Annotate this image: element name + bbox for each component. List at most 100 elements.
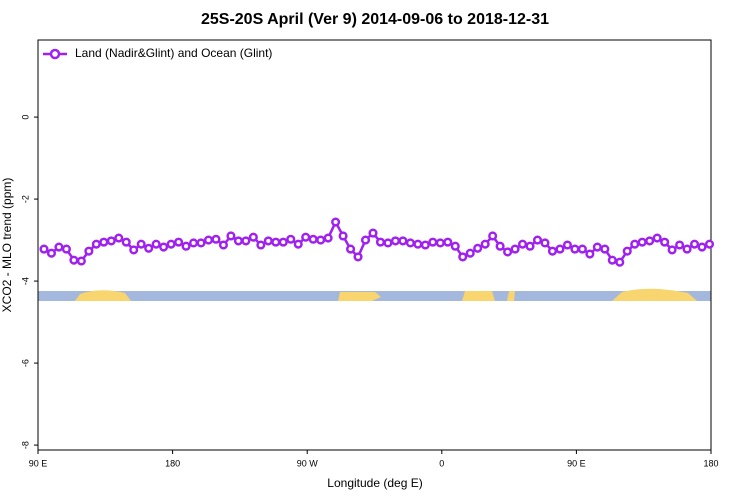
data-point xyxy=(136,239,146,249)
data-point xyxy=(360,235,371,245)
y-tick-label: -8 xyxy=(20,441,30,449)
data-point xyxy=(248,232,258,242)
data-point xyxy=(54,242,64,252)
data-point xyxy=(503,247,513,257)
data-point xyxy=(443,237,453,247)
data-point xyxy=(420,240,430,250)
data-point xyxy=(271,237,281,247)
data-point xyxy=(398,236,408,246)
data-point xyxy=(203,235,214,245)
data-point xyxy=(630,239,640,249)
data-point xyxy=(592,242,602,252)
data-point xyxy=(46,248,57,258)
data-point xyxy=(682,244,692,254)
data-point xyxy=(660,237,670,247)
data-point xyxy=(84,246,94,256)
data-point xyxy=(99,237,109,247)
x-tick-label: 180 xyxy=(703,458,718,468)
data-point xyxy=(375,237,386,247)
data-point xyxy=(353,252,363,262)
data-point xyxy=(532,235,543,245)
data-point xyxy=(181,241,191,251)
data-point xyxy=(704,239,715,249)
data-point xyxy=(331,217,341,227)
legend-label: Land (Nadir&Glint) and Ocean (Glint) xyxy=(75,46,272,60)
land-segment xyxy=(338,292,381,301)
data-point xyxy=(129,245,139,255)
data-point xyxy=(562,240,572,250)
data-point xyxy=(689,239,700,249)
data-point xyxy=(278,237,288,247)
x-tick-label: 0 xyxy=(439,458,444,468)
legend-marker xyxy=(49,48,61,60)
data-point xyxy=(91,239,101,249)
data-point xyxy=(697,242,707,252)
data-point xyxy=(495,241,505,251)
data-point xyxy=(637,237,647,247)
data-point xyxy=(233,236,243,246)
data-point xyxy=(600,244,610,254)
data-point xyxy=(450,241,460,251)
data-point xyxy=(256,240,266,250)
data-point xyxy=(308,234,318,244)
data-point xyxy=(458,252,468,262)
data-point xyxy=(488,231,498,241)
x-axis-label: Longitude (deg E) xyxy=(327,476,422,490)
y-tick-label: -2 xyxy=(20,195,30,203)
data-point xyxy=(301,232,311,242)
data-point xyxy=(114,233,124,243)
data-point xyxy=(69,255,79,265)
x-tick-label: 90 E xyxy=(29,458,48,468)
land-segment xyxy=(75,290,131,301)
land-ocean-strip xyxy=(38,288,711,301)
data-point xyxy=(667,245,677,255)
data-point xyxy=(645,236,655,246)
data-point xyxy=(525,241,535,251)
data-point xyxy=(368,228,378,238)
chart-title: 25S-20S April (Ver 9) 2014-09-06 to 2018… xyxy=(201,11,549,28)
data-point xyxy=(405,238,415,248)
data-point xyxy=(413,239,423,249)
x-tick-label: 90 E xyxy=(567,458,586,468)
land-segment xyxy=(507,291,515,301)
data-point xyxy=(518,239,528,249)
data-point xyxy=(607,255,617,265)
data-point xyxy=(226,231,236,241)
data-point xyxy=(480,239,490,249)
data-point xyxy=(151,239,161,249)
data-point xyxy=(286,234,296,244)
data-point xyxy=(39,244,49,254)
data-point xyxy=(435,238,445,248)
y-tick-label: 0 xyxy=(20,115,30,120)
data-point xyxy=(510,244,520,254)
land-segment xyxy=(612,288,697,301)
data-point xyxy=(196,238,206,248)
data-point xyxy=(166,239,176,249)
data-point xyxy=(174,237,184,247)
data-point xyxy=(106,236,116,246)
data-point xyxy=(570,244,580,254)
data-point xyxy=(338,231,348,241)
land-segment xyxy=(462,291,495,301)
data-point xyxy=(383,238,393,248)
data-point xyxy=(577,244,587,254)
y-axis-label: XCO2 - MLO trend (ppm) xyxy=(0,178,14,313)
data-point xyxy=(144,243,154,253)
data-point xyxy=(76,256,86,266)
data-point xyxy=(428,237,438,247)
data-point xyxy=(652,233,662,243)
data-point xyxy=(390,236,400,246)
y-tick-label: -6 xyxy=(20,359,30,367)
data-point xyxy=(555,244,565,254)
data-point xyxy=(465,248,475,258)
data-point xyxy=(121,237,131,247)
data-point xyxy=(473,243,483,253)
data-point xyxy=(218,240,228,250)
data-point xyxy=(263,236,273,246)
data-point xyxy=(323,233,333,243)
y-tick-label: -4 xyxy=(20,277,30,285)
data-point xyxy=(211,234,221,244)
data-point xyxy=(61,244,71,254)
x-tick-label: 90 W xyxy=(297,458,319,468)
